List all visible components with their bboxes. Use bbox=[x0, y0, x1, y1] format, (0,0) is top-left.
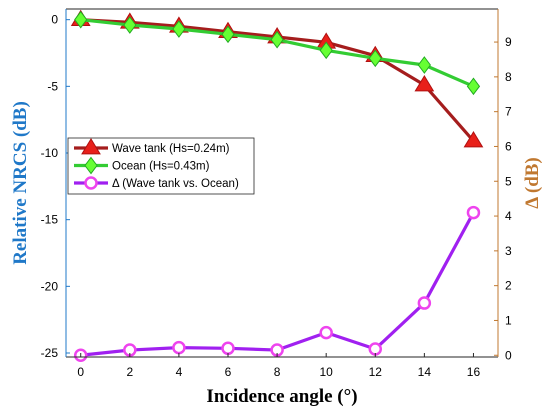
series-1-point-2 bbox=[172, 20, 186, 38]
y-left-tick-label--5: -5 bbox=[47, 79, 58, 93]
series-1-point-1 bbox=[123, 16, 137, 34]
y-left-axis-title: Relative NRCS (dB) bbox=[10, 101, 31, 265]
series-0-point-7 bbox=[414, 75, 435, 92]
y-left-tick-label--25: -25 bbox=[41, 346, 59, 360]
y-right-tick-label-5: 5 bbox=[505, 174, 512, 188]
y-right-tick-label-3: 3 bbox=[505, 244, 512, 258]
series-2-point-3 bbox=[221, 341, 235, 356]
series-1-point-4 bbox=[270, 30, 284, 49]
series-1-point-7 bbox=[417, 56, 431, 74]
y-right-tick-label-2: 2 bbox=[505, 279, 512, 293]
y-right-tick-label-9: 9 bbox=[505, 35, 512, 49]
axes bbox=[65, 8, 499, 358]
x-ticks: 0 2 4 6 8 10 12 14 16 bbox=[77, 353, 480, 379]
series-1-point-6 bbox=[368, 49, 382, 68]
y-right-tick-label-4: 4 bbox=[505, 209, 512, 223]
x-tick-label-16: 16 bbox=[467, 365, 481, 379]
x-tick-label-8: 8 bbox=[274, 365, 281, 379]
x-tick-label-0: 0 bbox=[77, 365, 84, 379]
series-1-point-5 bbox=[319, 41, 333, 60]
y-left-ticks: 0 -5 -10 -15 -20 -25 bbox=[41, 13, 70, 360]
x-tick-label-4: 4 bbox=[176, 365, 183, 379]
series-1-point-8 bbox=[466, 77, 481, 96]
y-right-tick-label-1: 1 bbox=[505, 313, 512, 327]
y-right-ticks: 0 1 2 3 4 5 6 7 8 9 bbox=[494, 35, 512, 362]
series-1-point-0 bbox=[74, 10, 88, 29]
y-left-tick-label--15: -15 bbox=[41, 213, 59, 227]
series-layer bbox=[70, 9, 484, 363]
series-1-point-3 bbox=[221, 25, 235, 44]
x-tick-label-12: 12 bbox=[369, 365, 383, 379]
series-2-point-2 bbox=[172, 340, 186, 355]
y-right-tick-label-0: 0 bbox=[505, 348, 512, 362]
legend-marker-1 bbox=[84, 156, 98, 175]
y-left-tick-label--20: -20 bbox=[41, 279, 59, 293]
legend-label-2: Δ (Wave tank vs. Ocean) bbox=[112, 178, 239, 190]
y-left-tick-label--10: -10 bbox=[41, 146, 59, 160]
legend-marker-0 bbox=[81, 138, 101, 155]
legend-entries: Wave tank (Hs=0.24m) Ocean (Hs=0.43m) Δ (W… bbox=[74, 138, 239, 190]
legend-label-0: Wave tank (Hs=0.24m) bbox=[112, 143, 230, 155]
x-tick-label-10: 10 bbox=[320, 365, 334, 379]
x-axis-title: Incidence angle (°) bbox=[206, 386, 357, 407]
x-tick-label-14: 14 bbox=[418, 365, 432, 379]
series-2-point-6 bbox=[368, 342, 383, 356]
x-tick-label-2: 2 bbox=[126, 365, 133, 379]
legend: Wave tank (Hs=0.24m) Ocean (Hs=0.43m) Δ (W… bbox=[67, 137, 255, 195]
y-right-tick-label-7: 7 bbox=[505, 105, 512, 119]
series-2-point-5 bbox=[319, 325, 333, 340]
y-right-tick-label-6: 6 bbox=[505, 139, 512, 153]
legend-label-1: Ocean (Hs=0.43m) bbox=[112, 161, 210, 173]
x-tick-label-6: 6 bbox=[225, 365, 232, 379]
y-left-tick-label-0: 0 bbox=[51, 13, 58, 27]
series-0-point-8 bbox=[463, 131, 484, 148]
y-right-axis-title: Δ (dB) bbox=[522, 157, 543, 209]
y-right-tick-label-8: 8 bbox=[505, 70, 512, 84]
series-2-point-8 bbox=[466, 205, 481, 220]
series-2-point-7 bbox=[417, 296, 432, 310]
legend-marker-2 bbox=[84, 176, 98, 190]
